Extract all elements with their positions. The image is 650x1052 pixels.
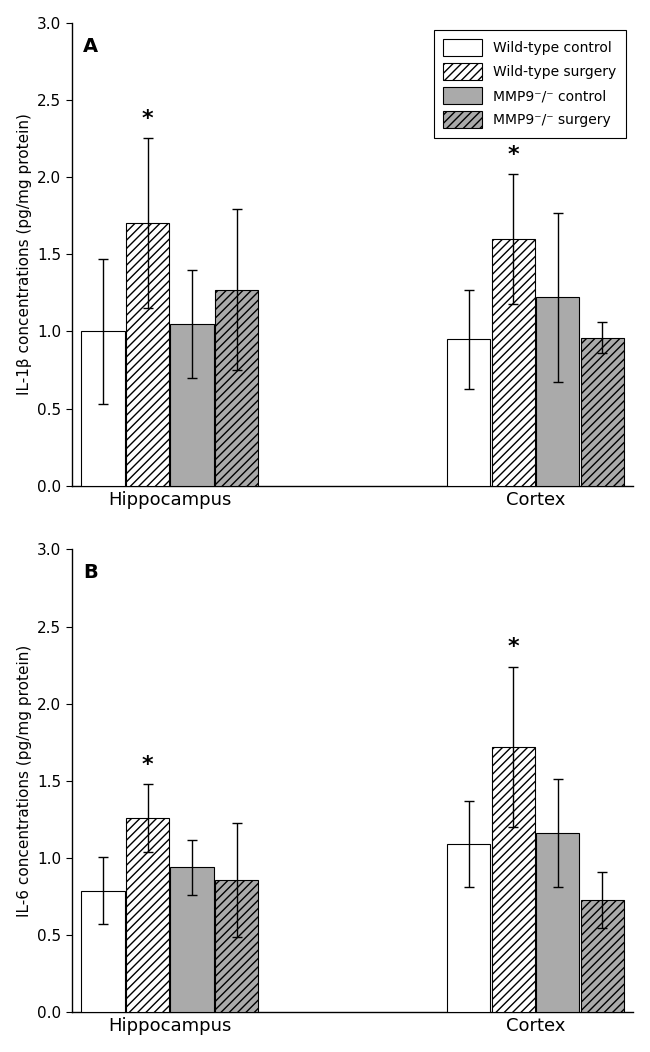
Bar	[170, 324, 214, 486]
Bar	[126, 818, 169, 1012]
Bar	[81, 891, 125, 1012]
Text: *: *	[508, 638, 519, 658]
Bar	[536, 298, 579, 486]
Text: A: A	[83, 37, 98, 56]
Bar	[126, 223, 169, 486]
Bar	[580, 338, 624, 486]
Bar	[81, 331, 125, 486]
Bar	[580, 899, 624, 1012]
Bar	[491, 239, 535, 486]
Y-axis label: IL-6 concentrations (pg/mg protein): IL-6 concentrations (pg/mg protein)	[17, 645, 32, 917]
Text: B: B	[83, 563, 98, 582]
Bar	[536, 833, 579, 1012]
Text: *: *	[142, 109, 153, 129]
Bar	[215, 879, 258, 1012]
Y-axis label: IL-1β concentrations (pg/mg protein): IL-1β concentrations (pg/mg protein)	[17, 114, 32, 396]
Bar	[491, 747, 535, 1012]
Bar	[215, 289, 258, 486]
Bar	[447, 844, 490, 1012]
Bar	[170, 867, 214, 1012]
Bar	[447, 339, 490, 486]
Legend: Wild-type control, Wild-type surgery, MMP9⁻/⁻ control, MMP9⁻/⁻ surgery: Wild-type control, Wild-type surgery, MM…	[434, 29, 627, 138]
Text: *: *	[508, 145, 519, 165]
Text: *: *	[142, 754, 153, 774]
